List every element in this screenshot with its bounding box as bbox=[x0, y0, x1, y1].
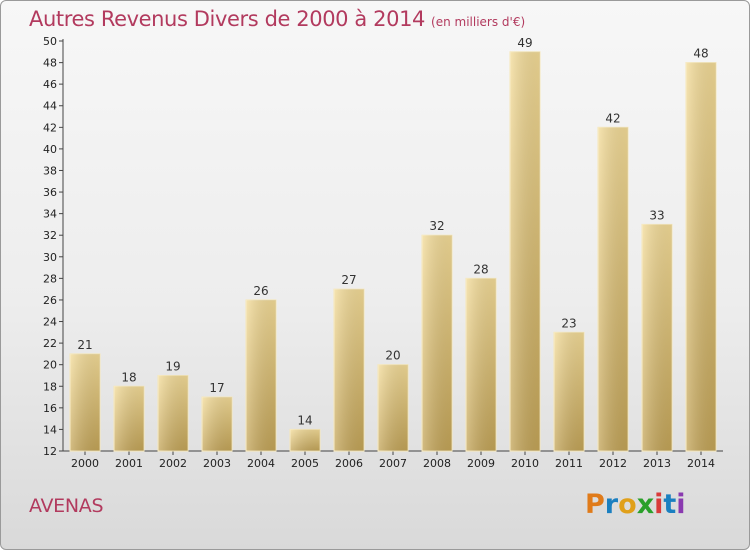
y-tick-label: 50 bbox=[43, 35, 57, 48]
y-tick-label: 18 bbox=[43, 380, 57, 393]
chart-axes: 12 14 16 18 20 22 24 26 28 30 32 34 36 38 40 42 44 46 48 50… bbox=[43, 35, 723, 470]
y-tick-label: 40 bbox=[43, 143, 57, 156]
x-tick-label: 2000 bbox=[71, 457, 99, 470]
data-label: 32 bbox=[429, 219, 444, 233]
x-tick-label: 2002 bbox=[159, 457, 187, 470]
data-label: 26 bbox=[253, 284, 268, 298]
logo-letter: t bbox=[663, 489, 677, 520]
y-tick-label: 12 bbox=[43, 445, 57, 458]
bar-shade bbox=[422, 235, 452, 451]
bar-shade bbox=[378, 364, 408, 451]
data-label: 14 bbox=[297, 413, 312, 427]
chart-title: Autres Revenus Divers de 2000 à 2014 (en … bbox=[29, 7, 525, 31]
bar-shade bbox=[70, 353, 100, 451]
data-label: 42 bbox=[605, 111, 620, 125]
bar-shade bbox=[290, 429, 320, 451]
bar-shade bbox=[334, 289, 364, 451]
logo-letter: P bbox=[585, 489, 605, 520]
bar-shade bbox=[686, 62, 716, 451]
x-tick-label: 2007 bbox=[379, 457, 407, 470]
logo-letter: i bbox=[654, 489, 664, 520]
bar-shade bbox=[642, 224, 672, 451]
bar-shade bbox=[510, 51, 540, 451]
bar-shade bbox=[114, 386, 144, 451]
x-tick-label: 2004 bbox=[247, 457, 275, 470]
y-tick-label: 14 bbox=[43, 423, 57, 436]
x-tick-label: 2005 bbox=[291, 457, 319, 470]
bar-shade bbox=[598, 127, 628, 451]
data-label: 20 bbox=[385, 349, 400, 363]
x-tick-label: 2011 bbox=[555, 457, 583, 470]
data-label: 18 bbox=[121, 370, 136, 384]
x-tick-label: 2001 bbox=[115, 457, 143, 470]
data-label: 21 bbox=[77, 338, 92, 352]
x-tick-label: 2009 bbox=[467, 457, 495, 470]
bar-shade bbox=[202, 397, 232, 451]
y-tick-label: 22 bbox=[43, 337, 57, 350]
y-tick-label: 42 bbox=[43, 121, 57, 134]
bar-shade bbox=[466, 278, 496, 451]
place-name: AVENAS bbox=[29, 495, 104, 517]
y-tick-label: 36 bbox=[43, 186, 57, 199]
y-tick-label: 20 bbox=[43, 359, 57, 372]
x-tick-label: 2013 bbox=[643, 457, 671, 470]
y-tick-label: 32 bbox=[43, 229, 57, 242]
chart-bars: 21 18 19 17 26 14 27 20 32 28 49 23 42 33 48 bbox=[69, 36, 717, 452]
y-tick-label: 44 bbox=[43, 100, 57, 113]
data-label: 49 bbox=[517, 36, 532, 50]
x-tick-label: 2014 bbox=[687, 457, 715, 470]
bar-shade bbox=[246, 299, 276, 451]
chart-subtitle: (en milliers d'€) bbox=[431, 15, 526, 29]
y-tick-label: 24 bbox=[43, 316, 57, 329]
data-label: 33 bbox=[649, 208, 664, 222]
logo-letter: r bbox=[604, 489, 619, 520]
bar-shade bbox=[158, 375, 188, 451]
x-tick-label: 2006 bbox=[335, 457, 363, 470]
logo-letter: i bbox=[676, 489, 686, 520]
x-tick-label: 2010 bbox=[511, 457, 539, 470]
data-label: 17 bbox=[209, 381, 224, 395]
data-label: 27 bbox=[341, 273, 356, 287]
y-tick-label: 38 bbox=[43, 164, 57, 177]
y-tick-label: 46 bbox=[43, 78, 57, 91]
data-label: 23 bbox=[561, 316, 576, 330]
y-tick-label: 26 bbox=[43, 294, 57, 307]
proxiti-logo: Proxiti bbox=[585, 489, 686, 520]
data-label: 28 bbox=[473, 262, 488, 276]
y-tick-label: 48 bbox=[43, 57, 57, 70]
x-tick-label: 2008 bbox=[423, 457, 451, 470]
bar-shade bbox=[554, 332, 584, 451]
logo-letter: x bbox=[636, 489, 655, 520]
logo-letter: o bbox=[618, 489, 637, 520]
data-label: 19 bbox=[165, 359, 180, 373]
x-tick-label: 2012 bbox=[599, 457, 627, 470]
data-label: 48 bbox=[693, 47, 708, 61]
y-tick-label: 34 bbox=[43, 208, 57, 221]
chart-title-main: Autres Revenus Divers de 2000 à 2014 bbox=[29, 7, 426, 31]
y-tick-label: 30 bbox=[43, 251, 57, 264]
y-tick-label: 16 bbox=[43, 402, 57, 415]
x-tick-label: 2003 bbox=[203, 457, 231, 470]
y-tick-label: 28 bbox=[43, 272, 57, 285]
